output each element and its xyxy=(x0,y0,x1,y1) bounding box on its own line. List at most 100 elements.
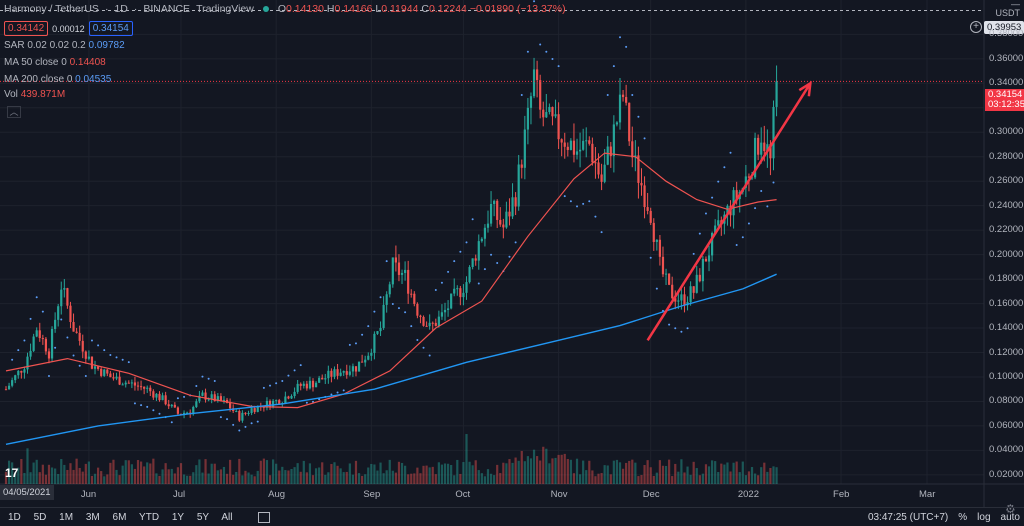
range-3m[interactable]: 3M xyxy=(85,511,100,523)
volume-bar xyxy=(640,475,643,484)
sar-dot xyxy=(471,218,474,221)
sar-dot xyxy=(674,327,677,330)
volume-bar xyxy=(585,470,588,484)
symbol-name[interactable]: Harmony / TetherUS xyxy=(4,3,99,15)
add-alert-icon[interactable]: + xyxy=(970,21,982,33)
range-ytd[interactable]: YTD xyxy=(139,511,160,523)
volume-bar xyxy=(618,462,622,484)
range-1d[interactable]: 1D xyxy=(8,511,21,523)
sar-dot xyxy=(287,374,290,377)
sar-dot xyxy=(250,422,253,425)
volume-bar xyxy=(707,466,711,484)
candle-body xyxy=(364,359,367,363)
volume-bar xyxy=(609,474,612,484)
percent-toggle[interactable]: % xyxy=(958,511,968,523)
sar-dot xyxy=(219,416,222,419)
indicator-ma50[interactable]: MA 50 close 0 0.14408 xyxy=(4,57,106,68)
volume-bar xyxy=(66,469,69,484)
candle-body xyxy=(222,399,226,401)
range-6m[interactable]: 6M xyxy=(112,511,127,523)
candle-body xyxy=(133,382,137,386)
volume-bar xyxy=(164,463,167,484)
collapse-legend-icon[interactable]: ︿ xyxy=(7,106,21,118)
sar-dot xyxy=(686,327,689,330)
candle-body xyxy=(66,288,69,306)
sar-dot xyxy=(133,402,136,405)
volume-bar xyxy=(17,467,20,484)
settings-gear-icon[interactable]: ⚙ xyxy=(1005,502,1016,516)
candle-body xyxy=(692,286,695,293)
volume-bar xyxy=(339,468,342,484)
indicator-volume[interactable]: Vol 439.871M xyxy=(4,89,66,100)
time-tick-label: Dec xyxy=(642,489,660,500)
volume-bar xyxy=(29,472,32,484)
range-5y[interactable]: 5Y xyxy=(196,511,210,523)
sar-dot xyxy=(545,50,548,53)
sell-price-box[interactable]: 0.34142 xyxy=(4,21,49,36)
indicator-ma200[interactable]: MA 200 close 0 0.04535 xyxy=(4,74,112,85)
sar-dot xyxy=(490,253,493,256)
candle-body xyxy=(486,223,490,228)
volume-bar xyxy=(655,472,658,484)
candle-body xyxy=(529,96,533,108)
sar-dot xyxy=(72,354,75,357)
candle-body xyxy=(689,286,692,303)
alert-level-tag[interactable]: 0.39953 xyxy=(984,21,1024,34)
range-all[interactable]: All xyxy=(221,511,233,523)
candle-body xyxy=(763,142,766,152)
currency-label: ― USDT xyxy=(995,0,1021,18)
volume-bar xyxy=(557,454,560,484)
time-tick-label: Jun xyxy=(80,489,97,500)
volume-bar xyxy=(446,463,450,484)
volume-bar xyxy=(57,473,60,484)
volume-bar xyxy=(130,464,133,484)
volume-bar xyxy=(229,459,232,484)
volume-bar xyxy=(367,467,370,484)
candle-body xyxy=(290,396,293,399)
candle-body xyxy=(238,411,241,421)
sar-dot xyxy=(416,339,419,342)
candle-body xyxy=(637,155,640,183)
price-tick-label: 0.36000 xyxy=(989,52,1024,64)
calendar-icon[interactable] xyxy=(258,511,271,523)
candle-body xyxy=(296,383,299,392)
sar-dot xyxy=(440,281,443,284)
volume-bar xyxy=(514,457,517,484)
candle-body xyxy=(618,94,622,123)
volume-bar xyxy=(60,459,63,484)
sar-dot xyxy=(232,423,235,426)
auto-toggle[interactable]: auto xyxy=(1000,511,1020,523)
candle-body xyxy=(308,380,312,389)
candle-body xyxy=(256,405,259,412)
buy-price-box[interactable]: 0.34154 xyxy=(88,21,133,36)
volume-bar xyxy=(44,474,48,484)
volume-bar xyxy=(106,474,109,484)
range-5d[interactable]: 5D xyxy=(33,511,47,523)
volume-bar xyxy=(750,467,754,484)
sar-dot xyxy=(244,425,247,428)
candle-body xyxy=(459,288,462,298)
range-1y[interactable]: 1Y xyxy=(171,511,185,523)
interval-label[interactable]: 1D xyxy=(114,3,128,15)
candle-body xyxy=(93,366,97,369)
candle-body xyxy=(23,369,26,373)
utc-clock[interactable]: 03:47:25 (UTC+7) xyxy=(867,511,949,523)
candle-body xyxy=(69,305,72,322)
candle-body xyxy=(557,114,560,140)
spread-value: 0.00012 xyxy=(52,23,85,34)
volume-bar xyxy=(536,456,539,484)
sar-dot xyxy=(305,401,308,404)
sar-dot xyxy=(637,115,640,118)
range-1m[interactable]: 1M xyxy=(59,511,74,523)
indicator-sar[interactable]: SAR 0.02 0.02 0.2 0.09782 xyxy=(4,40,125,51)
tradingview-logo[interactable]: 17 xyxy=(5,466,19,480)
candle-body xyxy=(735,190,738,200)
price-tick-label: 0.10000 xyxy=(989,370,1024,382)
last-price-tag: 0.34154 03:12:35 xyxy=(985,89,1024,111)
candle-body xyxy=(701,258,704,282)
sar-dot xyxy=(625,45,628,48)
log-toggle[interactable]: log xyxy=(977,511,991,523)
volume-bar xyxy=(717,472,720,484)
volume-bar xyxy=(324,474,327,484)
